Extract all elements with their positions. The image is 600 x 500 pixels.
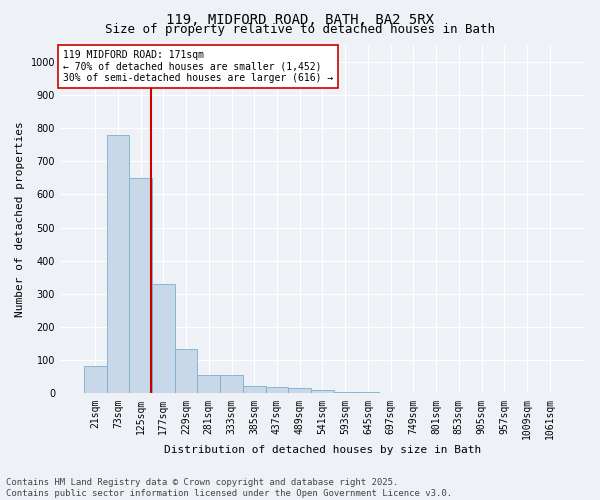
Bar [356,392,379,394]
Bar [175,348,197,394]
Bar [152,284,175,394]
Bar [220,375,243,394]
Text: 119 MIDFORD ROAD: 171sqm
← 70% of detached houses are smaller (1,452)
30% of sem: 119 MIDFORD ROAD: 171sqm ← 70% of detach… [62,50,333,84]
Bar [334,392,356,394]
Bar [266,388,289,394]
Y-axis label: Number of detached properties: Number of detached properties [15,122,25,317]
Bar [197,375,220,394]
Bar [107,134,129,394]
Bar [243,386,266,394]
Text: Contains HM Land Registry data © Crown copyright and database right 2025.
Contai: Contains HM Land Registry data © Crown c… [6,478,452,498]
Bar [311,390,334,394]
Text: 119, MIDFORD ROAD, BATH, BA2 5RX: 119, MIDFORD ROAD, BATH, BA2 5RX [166,12,434,26]
Bar [84,366,107,394]
Text: Size of property relative to detached houses in Bath: Size of property relative to detached ho… [105,22,495,36]
Bar [129,178,152,394]
Bar [289,388,311,394]
X-axis label: Distribution of detached houses by size in Bath: Distribution of detached houses by size … [164,445,481,455]
